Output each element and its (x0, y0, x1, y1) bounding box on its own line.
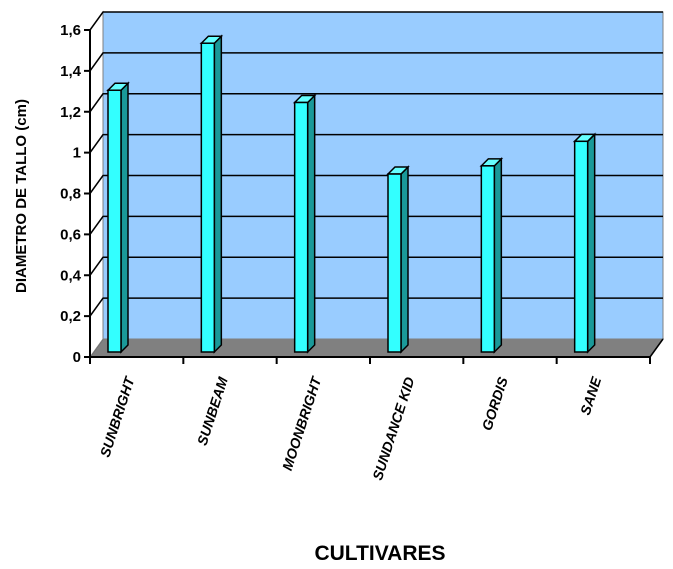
bar-side (400, 165, 409, 354)
bar (386, 165, 410, 354)
x-tick-label: MOONBRIGHT (279, 374, 325, 473)
x-tick-label: GORDIS (479, 374, 511, 432)
bar (572, 132, 597, 354)
y-tick-label: 0,2 (60, 308, 81, 325)
y-axis: 0 0,2 0,4 0,6 0,8 1 1,2 1,4 1,6 (60, 22, 91, 366)
bar (106, 81, 130, 354)
gridline (89, 174, 663, 194)
bar-front (107, 89, 122, 353)
bar-side (120, 81, 129, 354)
bar-front (480, 165, 496, 353)
y-tick-label: 1,4 (60, 63, 82, 80)
y-tick-label: 1,2 (60, 104, 81, 121)
x-tick-label: SUNDANCE KID (369, 375, 417, 482)
x-tick-label: SUNBEAM (194, 375, 231, 448)
gridline (89, 133, 663, 154)
bar-front (200, 42, 216, 353)
bar-front (387, 173, 402, 353)
bar-side (493, 157, 503, 354)
y-tick-label: 1,6 (60, 22, 81, 39)
gridline (89, 215, 663, 235)
bar-front (573, 140, 589, 353)
bar (292, 93, 317, 354)
bar-side (586, 132, 596, 354)
bar-front (293, 101, 309, 353)
bars (106, 34, 597, 354)
x-axis-end (649, 338, 664, 358)
gridline (89, 256, 663, 276)
bar-side (213, 34, 223, 354)
x-tick-label: SUNBRIGHT (97, 374, 138, 459)
y-tick-label: 0,8 (60, 186, 81, 203)
y-tick-label: 1 (73, 145, 81, 162)
bar (479, 157, 504, 354)
y-tick-label: 0,4 (60, 267, 82, 284)
gridline (89, 93, 663, 113)
x-axis-title: CULTIVARES (314, 542, 445, 565)
bar (199, 34, 224, 354)
gridlines (89, 11, 663, 317)
gridline (89, 52, 663, 72)
gridline (89, 297, 663, 317)
x-axis: SUNBRIGHT SUNBEAM MOONBRIGHT SUNDANCE KID GO… (89, 338, 664, 482)
gridline (89, 11, 663, 31)
y-tick-label: 0,6 (60, 226, 81, 243)
x-tick-label: SANE (577, 374, 604, 417)
bar-side (306, 93, 316, 354)
y-axis-title: DIAMETRO DE TALLO (cm) (13, 99, 30, 293)
y-tick-label: 0 (73, 349, 81, 366)
